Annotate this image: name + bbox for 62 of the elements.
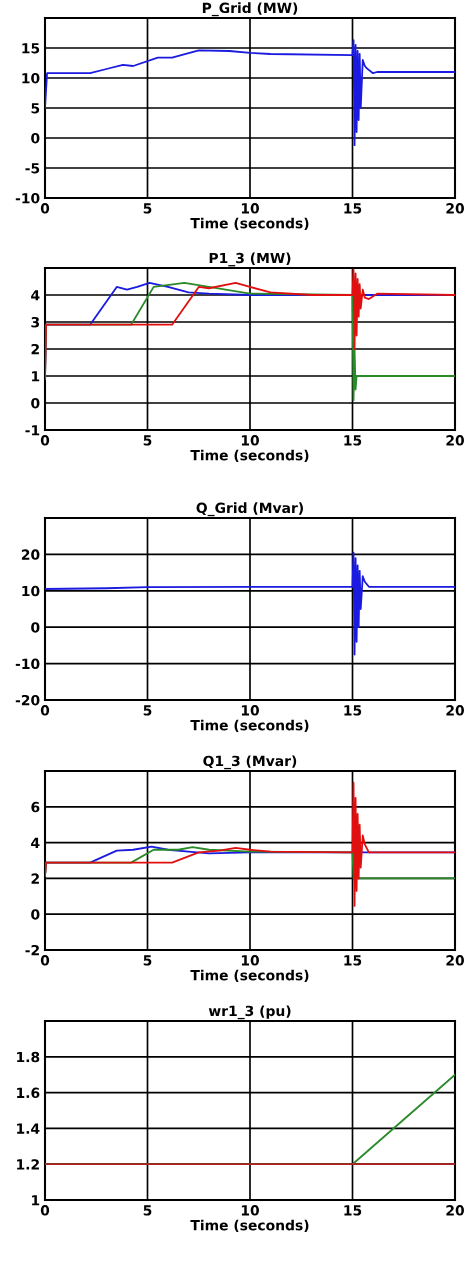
chart-title: Q1_3 (Mvar) (203, 755, 297, 770)
y-tick-label: 4 (31, 837, 40, 848)
y-tick-label: 1.4 (17, 1123, 40, 1134)
x-tick-label: 15 (344, 203, 362, 214)
chart-title: Q_Grid (Mvar) (196, 502, 303, 517)
y-tick-label: -5 (25, 163, 40, 174)
y-tick-label: 5 (31, 103, 40, 114)
y-tick-label: 10 (22, 72, 40, 84)
y-tick-label: -2 (25, 944, 39, 956)
x-tick-label: 20 (446, 705, 464, 716)
x-tick-label: 0 (40, 435, 50, 446)
y-tick-label: 15 (22, 43, 40, 54)
chart-title: wr1_3 (pu) (208, 1005, 291, 1020)
x-axis-title: Time (seconds) (190, 449, 309, 463)
x-tick-label: 0 (40, 705, 50, 716)
y-tick-label: 1.6 (17, 1087, 40, 1099)
y-tick-label: 0 (31, 132, 40, 144)
x-tick-label: 10 (241, 955, 259, 966)
y-tick-label: -10 (15, 192, 40, 204)
y-tick-label: 0 (31, 909, 40, 920)
y-tick-label: 1 (32, 1195, 40, 1206)
x-tick-label: 20 (446, 1205, 464, 1216)
y-tick-label: 3 (31, 316, 40, 328)
y-tick-label: 0 (31, 397, 40, 409)
y-tick-label: 6 (31, 801, 40, 813)
x-tick-label: 20 (446, 955, 464, 966)
x-tick-label: 10 (241, 435, 259, 446)
x-axis-title: Time (seconds) (190, 969, 309, 983)
y-tick-label: 20 (21, 549, 40, 560)
x-tick-label: 5 (143, 1205, 152, 1216)
x-tick-label: 5 (143, 955, 152, 966)
chart-title: P1_3 (MW) (209, 252, 291, 267)
y-tick-label: -1 (25, 425, 40, 436)
x-tick-label: 0 (40, 203, 50, 214)
y-tick-label: 1 (32, 371, 40, 382)
x-tick-label: 10 (241, 705, 259, 716)
y-tick-label: 1.2 (17, 1159, 39, 1170)
x-tick-label: 20 (446, 203, 464, 214)
x-tick-label: 0 (40, 955, 50, 966)
x-tick-label: 15 (344, 1205, 362, 1216)
y-tick-label: 10 (22, 585, 40, 597)
y-tick-label: 0 (31, 622, 40, 633)
x-tick-label: 5 (143, 203, 152, 214)
x-tick-label: 15 (344, 705, 362, 716)
y-tick-label: 2 (31, 873, 39, 884)
x-tick-label: 5 (143, 705, 152, 716)
chart-title: P_Grid (MW) (202, 2, 298, 17)
y-tick-label: 2 (31, 343, 39, 355)
y-tick-label: 4 (31, 290, 40, 301)
x-axis-title: Time (seconds) (190, 217, 309, 231)
x-tick-label: 15 (344, 435, 362, 446)
x-tick-label: 0 (40, 1205, 50, 1216)
x-tick-label: 15 (344, 955, 362, 966)
y-tick-label: -20 (15, 694, 40, 706)
x-tick-label: 10 (241, 203, 259, 214)
x-tick-label: 20 (446, 435, 464, 446)
x-axis-title: Time (seconds) (190, 719, 309, 733)
x-tick-label: 10 (241, 1205, 259, 1216)
y-tick-label: -10 (15, 658, 40, 670)
y-tick-label: 1.8 (17, 1051, 40, 1063)
x-tick-label: 5 (143, 435, 152, 446)
x-axis-title: Time (seconds) (190, 1219, 309, 1233)
